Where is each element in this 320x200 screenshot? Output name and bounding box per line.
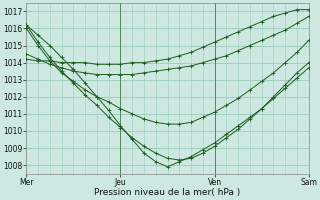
X-axis label: Pression niveau de la mer( hPa ): Pression niveau de la mer( hPa ) bbox=[94, 188, 241, 197]
